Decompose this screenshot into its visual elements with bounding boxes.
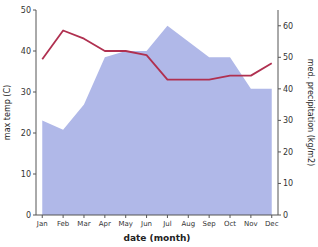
y-tick — [33, 92, 36, 93]
plot-area — [42, 26, 271, 215]
x-tick-label: Dec — [265, 220, 279, 228]
y2-tick — [278, 57, 281, 58]
x-axis-line — [36, 215, 278, 216]
x-tick-label: Aug — [181, 220, 195, 228]
temp-line — [42, 31, 271, 80]
x-tick — [146, 215, 147, 218]
y2-tick-label: 60 — [283, 22, 293, 31]
x-tick-label: Oct — [224, 220, 236, 228]
x-tick-label: Jan — [36, 220, 48, 228]
x-tick-label: Nov — [244, 220, 258, 228]
y2-tick-label: 40 — [283, 85, 293, 94]
y2-axis-label: med. precipitation (kg/m2) — [306, 59, 315, 166]
x-tick-label: Jun — [140, 220, 152, 228]
y2-axis-line — [278, 10, 279, 215]
y-tick-label: 30 — [21, 88, 31, 97]
y2-tick — [278, 215, 281, 216]
y2-tick-label: 30 — [283, 116, 293, 125]
y-axis-label: max temp (C) — [3, 85, 12, 140]
chart-svg: 0 10 20 30 40 50 0 10 20 30 40 50 60 Jan Feb Mar Apr May J… — [0, 0, 318, 247]
x-tick-label: Mar — [77, 220, 90, 228]
x-tick — [125, 215, 126, 218]
y-tick-label: 20 — [21, 129, 31, 138]
y-tick — [33, 133, 36, 134]
x-tick — [250, 215, 251, 218]
y2-tick — [278, 151, 281, 152]
x-tick-label: Apr — [99, 220, 111, 228]
y-tick-label: 10 — [21, 170, 31, 179]
x-tick — [167, 215, 168, 218]
y-tick — [33, 174, 36, 175]
x-tick-label: Feb — [57, 220, 70, 228]
x-tick — [42, 215, 43, 218]
x-axis-label: date (month) — [124, 233, 191, 243]
x-tick — [83, 215, 84, 218]
y2-tick-label: 10 — [283, 179, 293, 188]
x-tick — [271, 215, 272, 218]
x-tick — [104, 215, 105, 218]
y2-tick — [278, 183, 281, 184]
x-tick — [188, 215, 189, 218]
y-tick-label: 40 — [21, 47, 31, 56]
y2-tick — [278, 120, 281, 121]
x-tick — [230, 215, 231, 218]
y-tick — [33, 215, 36, 216]
y-tick-label: 50 — [21, 6, 31, 15]
chart-container: 0 10 20 30 40 50 0 10 20 30 40 50 60 Jan Feb Mar Apr May J… — [0, 0, 318, 247]
precip-area — [42, 26, 271, 215]
x-tick-label: Jul — [162, 220, 172, 228]
y2-tick-label: 0 — [283, 211, 288, 220]
x-tick-label: Sep — [203, 220, 217, 228]
x-tick-label: May — [118, 220, 132, 228]
y-tick-label: 0 — [26, 211, 31, 220]
y2-tick-label: 20 — [283, 148, 293, 157]
x-tick — [209, 215, 210, 218]
x-tick — [63, 215, 64, 218]
y2-tick — [278, 25, 281, 26]
y-axis-line — [36, 10, 37, 215]
y2-tick-label: 50 — [283, 53, 293, 62]
y-tick — [33, 51, 36, 52]
y2-tick — [278, 88, 281, 89]
y-tick — [33, 10, 36, 11]
